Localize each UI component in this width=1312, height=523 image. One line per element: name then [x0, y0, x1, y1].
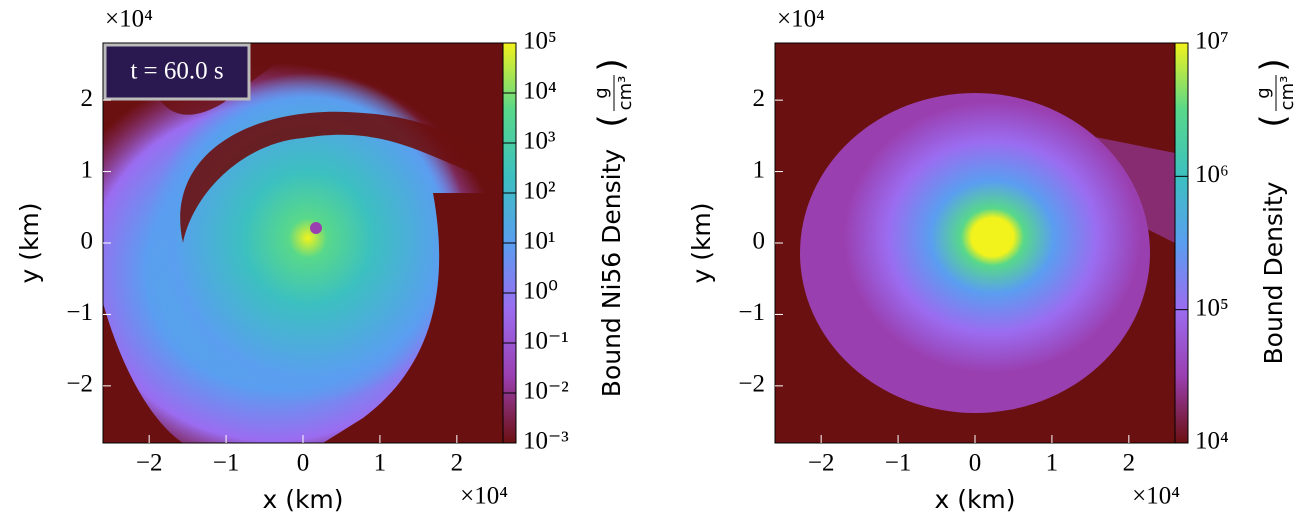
y-tick-label: 2	[753, 85, 766, 112]
empty-region	[103, 303, 183, 443]
y-tick-label: 2	[81, 85, 94, 112]
x-tick-label: −2	[808, 450, 835, 477]
y-axis-label: y (km)	[15, 202, 44, 283]
x-offset: ×10⁴	[460, 483, 508, 510]
x-tick-label: 1	[374, 450, 387, 477]
core-hole	[310, 222, 322, 234]
colorbar-label: Bound Density	[1259, 181, 1288, 364]
colorbar-unit: () g cm³	[1253, 58, 1298, 127]
y-tick-label: −1	[66, 299, 93, 326]
colorbar-tick-label: 10⁵	[1195, 294, 1229, 321]
unit-paren: (	[592, 114, 632, 127]
colorbar-tick-label: 10⁶	[1195, 161, 1229, 188]
envelope	[800, 93, 1150, 413]
x-tick-label: 0	[297, 450, 310, 477]
empty-region	[180, 111, 503, 243]
colorbar-tick-label: 10⁰	[523, 278, 558, 305]
unit-denominator: cm³	[1277, 76, 1298, 111]
x-tick-label: −2	[136, 450, 163, 477]
y-tick-label: 0	[753, 228, 766, 255]
y-offset: ×10⁴	[777, 6, 825, 33]
colorbar-tick-label: 10²	[523, 178, 556, 205]
colorbar-tick-label: 10⁻³	[523, 428, 569, 455]
empty-region	[323, 193, 503, 443]
unit-numerator: g	[591, 87, 612, 98]
x-tick-label: −1	[213, 450, 240, 477]
y-tick-label: −1	[738, 299, 765, 326]
y-tick-label: −2	[66, 371, 93, 398]
x-tick-label: 2	[1123, 450, 1136, 477]
y-offset: ×10⁴	[105, 6, 153, 33]
unit-paren: (	[1254, 114, 1294, 127]
y-tick-label: 1	[753, 156, 766, 183]
colorbar-tick-label: 10¹	[523, 228, 556, 255]
x-tick-label: −1	[885, 450, 912, 477]
annotation-box	[103, 43, 251, 101]
colorbar-tick-label: 10⁻²	[523, 378, 569, 405]
y-tick-label: 1	[81, 156, 94, 183]
y-axis-label: y (km)	[687, 202, 716, 283]
unit-paren: )	[1254, 58, 1294, 71]
unit-denominator: cm³	[615, 76, 636, 111]
x-tick-label: 0	[969, 450, 982, 477]
y-tick-label: 0	[81, 228, 94, 255]
colorbar-tick-label: 10⁴	[1195, 428, 1229, 455]
heatmap	[103, 43, 503, 443]
colorbar-unit: () g cm³	[591, 58, 636, 127]
x-tick-label: 1	[1046, 450, 1059, 477]
colorbar-label: Bound Ni56 Density	[597, 149, 626, 398]
colorbar-tick-label: 10⁷	[1195, 28, 1229, 55]
x-axis-label: x (km)	[262, 485, 343, 514]
colorbar-tick-label: 10⁴	[523, 78, 557, 105]
x-axis-label: x (km)	[934, 485, 1015, 514]
y-tick-label: −2	[738, 371, 765, 398]
x-tick-label: 2	[451, 450, 464, 477]
colorbar	[1174, 42, 1189, 444]
colorbar-tick-label: 10³	[523, 128, 556, 155]
x-offset: ×10⁴	[1132, 483, 1180, 510]
colorbar-tick-label: 10⁵	[523, 28, 557, 55]
annotation: t = 60.0 s	[130, 58, 223, 85]
heatmap	[775, 43, 1175, 443]
unit-paren: )	[592, 58, 632, 71]
colorbar-tick-label: 10⁻¹	[523, 328, 569, 355]
unit-numerator: g	[1253, 87, 1274, 98]
